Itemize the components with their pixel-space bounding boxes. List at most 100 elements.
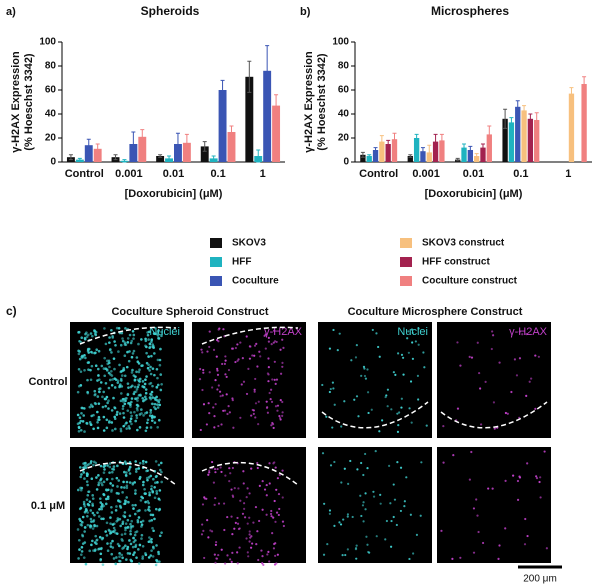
cell — [350, 359, 353, 362]
cell — [276, 409, 279, 412]
cell — [99, 501, 102, 504]
cell — [85, 335, 89, 339]
cell — [246, 551, 249, 554]
cell — [111, 429, 114, 432]
cell — [504, 411, 507, 415]
cell — [208, 471, 211, 474]
cell — [392, 483, 395, 486]
cell — [103, 327, 106, 330]
cell — [216, 367, 219, 370]
cell — [110, 552, 114, 556]
cell — [91, 527, 95, 530]
cell — [402, 373, 405, 376]
bar — [461, 147, 467, 162]
cell — [399, 509, 403, 513]
cell — [123, 402, 127, 406]
error-bar — [95, 143, 100, 155]
cell — [103, 374, 107, 378]
cell — [77, 426, 81, 430]
cell — [281, 365, 284, 368]
cell — [328, 509, 332, 512]
cell — [268, 482, 271, 485]
cell — [355, 395, 359, 398]
cell — [249, 536, 252, 539]
cell — [126, 350, 129, 354]
cell — [242, 380, 246, 383]
cell — [131, 503, 135, 507]
cell — [149, 381, 153, 385]
cell — [102, 471, 106, 474]
cell — [523, 543, 527, 546]
legend-swatch — [400, 276, 412, 286]
bar — [200, 146, 209, 162]
cell — [109, 545, 113, 548]
cell — [411, 357, 415, 360]
cell — [151, 513, 155, 517]
cell — [272, 547, 276, 550]
cell — [129, 542, 133, 546]
cell — [93, 524, 96, 528]
cell — [91, 334, 94, 338]
cell — [239, 499, 242, 502]
cell — [158, 398, 161, 402]
cell — [397, 352, 400, 355]
cell — [256, 466, 259, 470]
x-tick-label: 0.1 — [513, 168, 528, 180]
cell — [375, 535, 378, 538]
cell — [153, 373, 156, 377]
cell — [219, 395, 222, 398]
cell — [406, 337, 409, 340]
cell — [83, 530, 86, 533]
cell — [98, 508, 101, 511]
cell — [128, 333, 132, 337]
cell — [371, 328, 374, 332]
cell — [120, 538, 124, 541]
cell — [151, 402, 155, 406]
cell — [156, 403, 159, 406]
cell — [393, 498, 397, 501]
cell — [134, 397, 137, 400]
y-tick-label: 0 — [50, 157, 56, 168]
bar — [391, 139, 398, 162]
cell — [83, 504, 87, 508]
y-tick-label: 20 — [45, 133, 57, 144]
cell — [83, 461, 87, 465]
cell — [147, 501, 151, 505]
cell — [148, 536, 151, 539]
cell — [379, 493, 382, 496]
cell — [81, 420, 85, 423]
cell — [389, 545, 393, 548]
cell — [136, 396, 139, 400]
cell — [153, 352, 156, 355]
cell — [144, 429, 148, 433]
cell — [146, 366, 150, 370]
error-bar — [122, 159, 127, 163]
cell — [530, 377, 533, 380]
cell — [140, 408, 143, 411]
cell — [89, 517, 93, 521]
cell — [80, 553, 83, 556]
cell — [225, 393, 228, 396]
bar — [372, 150, 379, 162]
cell — [452, 454, 455, 457]
cell — [127, 359, 131, 363]
x-tick-label: 0.001 — [412, 168, 440, 180]
cell — [271, 378, 274, 381]
cell — [106, 542, 109, 545]
cell — [82, 466, 85, 469]
cell — [158, 363, 162, 367]
cell — [234, 360, 237, 364]
cell — [119, 399, 123, 403]
cell — [276, 404, 280, 407]
cell — [121, 491, 124, 494]
cell — [126, 382, 130, 385]
cell — [216, 388, 219, 391]
cell — [82, 471, 86, 474]
cell — [279, 399, 282, 402]
cell — [534, 407, 537, 410]
cell — [110, 511, 114, 514]
cell — [142, 462, 145, 465]
cell — [420, 461, 423, 464]
cell — [526, 534, 529, 538]
cell — [81, 533, 84, 537]
